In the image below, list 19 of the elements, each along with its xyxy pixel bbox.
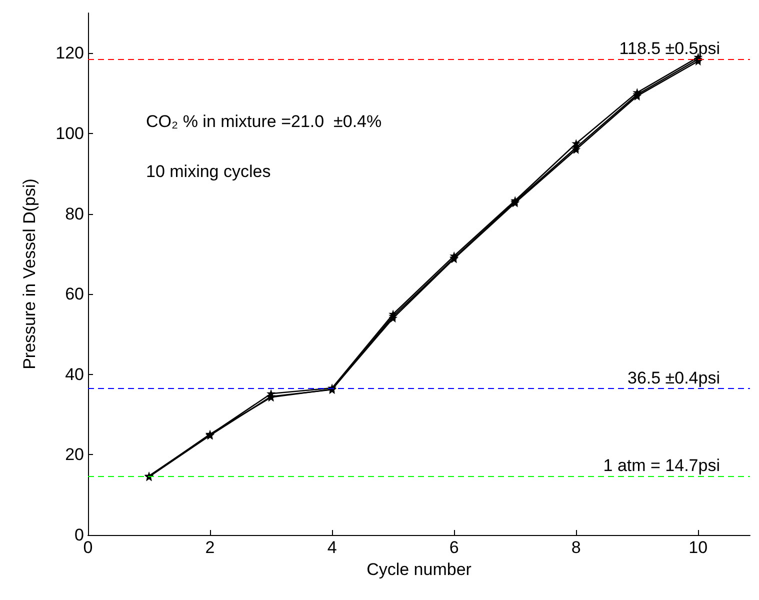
y-tick-label: 40 — [65, 364, 84, 384]
ref-line-label: 36.5 ±0.4psi — [627, 368, 720, 388]
y-tick-label: 0 — [74, 526, 84, 544]
y-axis-title: Pressure in Vessel D(psi) — [20, 178, 39, 370]
annotation: 10 mixing cycles — [146, 162, 271, 181]
x-tick-label: 2 — [205, 538, 215, 557]
y-tick-label: 80 — [65, 204, 84, 224]
y-tick-label: 60 — [65, 284, 84, 304]
y-tick-label: 20 — [65, 445, 84, 464]
annotation: CO₂ % in mixture =21.0 ±0.4% — [146, 112, 382, 131]
x-tick-label: 10 — [688, 538, 708, 557]
x-tick-label: 6 — [449, 538, 459, 557]
x-tick-label: 8 — [571, 538, 581, 557]
ref-line-label: 118.5 ±0.5psi — [619, 39, 720, 58]
y-tick-label: 100 — [56, 124, 84, 143]
x-tick-label: 4 — [327, 538, 337, 557]
x-axis-title: Cycle number — [366, 560, 472, 579]
ref-line-label: 1 atm = 14.7psi — [603, 456, 720, 475]
y-tick-label: 120 — [56, 44, 84, 63]
